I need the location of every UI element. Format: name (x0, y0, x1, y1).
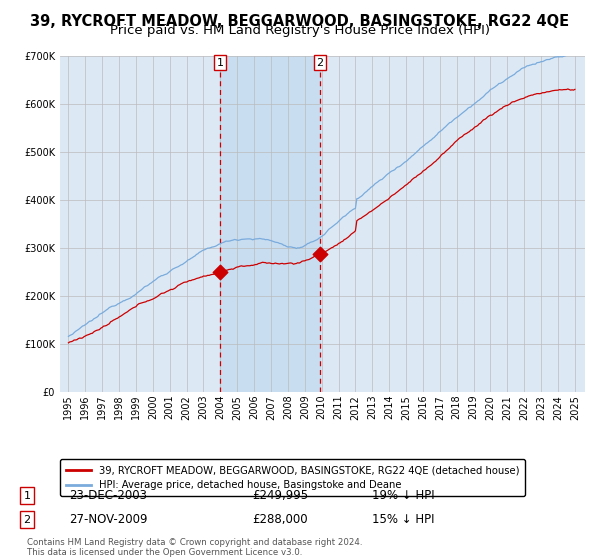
Text: 2: 2 (23, 515, 31, 525)
Text: 15% ↓ HPI: 15% ↓ HPI (372, 513, 434, 526)
Text: £288,000: £288,000 (252, 513, 308, 526)
Bar (220, 56, 320, 392)
Text: 39, RYCROFT MEADOW, BEGGARWOOD, BASINGSTOKE, RG22 4QE: 39, RYCROFT MEADOW, BEGGARWOOD, BASINGST… (31, 14, 569, 29)
Text: 1: 1 (23, 491, 31, 501)
Text: 1: 1 (217, 58, 223, 68)
Point (316, 249, 325, 258)
Legend: 39, RYCROFT MEADOW, BEGGARWOOD, BASINGSTOKE, RG22 4QE (detached house), HPI: Ave: 39, RYCROFT MEADOW, BEGGARWOOD, BASINGST… (60, 459, 525, 496)
Point (215, 268, 225, 277)
Text: Contains HM Land Registry data © Crown copyright and database right 2024.
This d: Contains HM Land Registry data © Crown c… (27, 538, 362, 557)
Text: 19% ↓ HPI: 19% ↓ HPI (372, 489, 434, 502)
Text: Price paid vs. HM Land Registry's House Price Index (HPI): Price paid vs. HM Land Registry's House … (110, 24, 490, 37)
Text: 23-DEC-2003: 23-DEC-2003 (69, 489, 147, 502)
Text: 2: 2 (316, 58, 323, 68)
Text: £249,995: £249,995 (252, 489, 308, 502)
Text: 27-NOV-2009: 27-NOV-2009 (69, 513, 148, 526)
